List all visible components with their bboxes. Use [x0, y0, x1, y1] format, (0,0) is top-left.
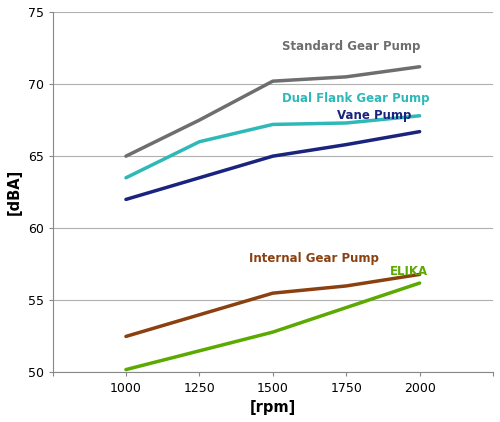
Text: ELIKA: ELIKA	[390, 265, 428, 278]
X-axis label: [rpm]: [rpm]	[250, 400, 296, 415]
Text: Standard Gear Pump: Standard Gear Pump	[282, 40, 420, 53]
Text: Vane Pump: Vane Pump	[338, 109, 412, 122]
Text: Internal Gear Pump: Internal Gear Pump	[250, 252, 379, 265]
Y-axis label: [dBA]: [dBA]	[7, 169, 22, 215]
Text: Dual Flank Gear Pump: Dual Flank Gear Pump	[282, 92, 429, 105]
